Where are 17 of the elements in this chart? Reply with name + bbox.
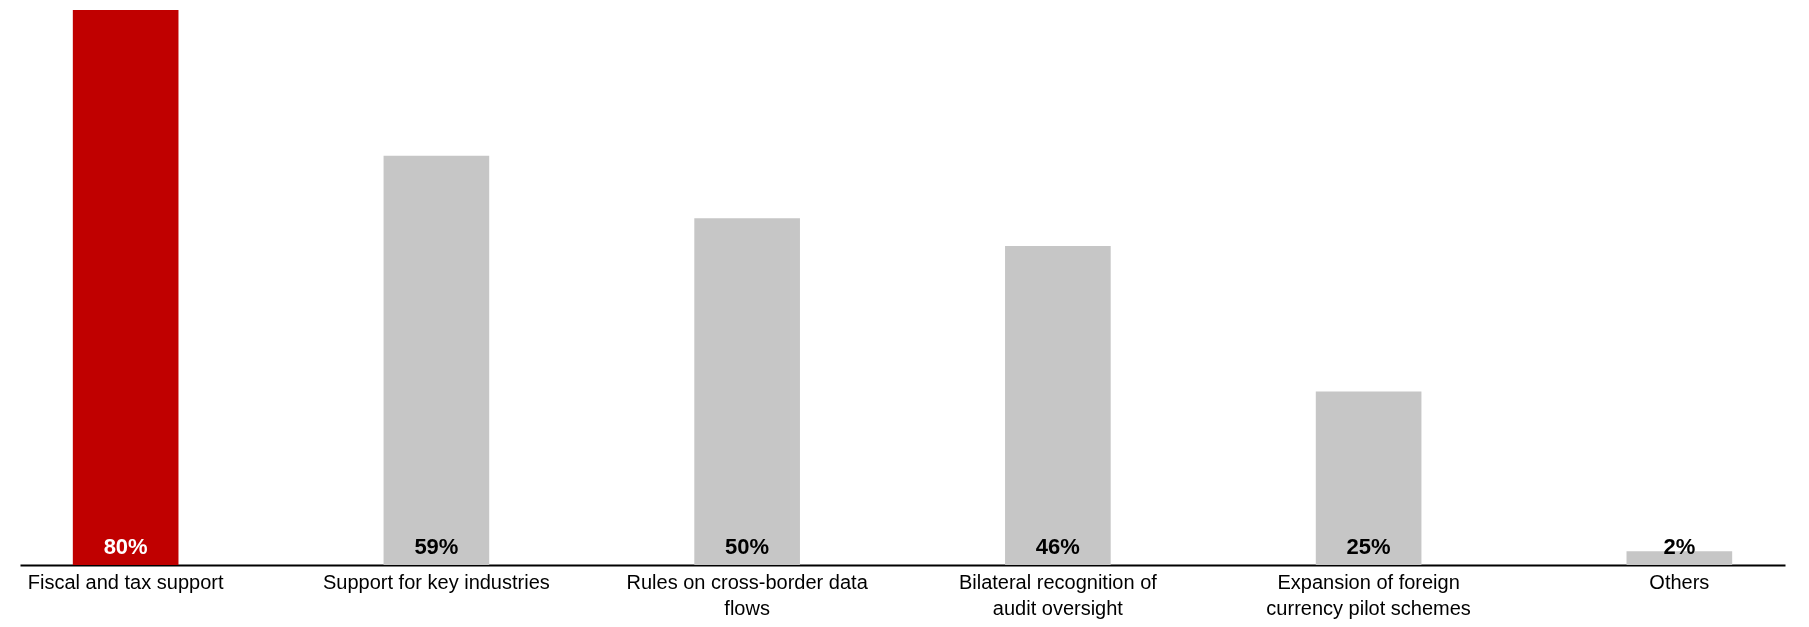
- x-tick-label: Support for key industries: [323, 571, 550, 593]
- x-tick-label: Bilateral recognition of audit oversight: [958, 571, 1158, 619]
- x-tick-label: Expansion of foreign currency pilot schemes: [1266, 571, 1471, 619]
- data-label: 25%: [1346, 534, 1391, 559]
- data-label: 59%: [414, 534, 459, 559]
- x-tick-label: Fiscal and tax support: [27, 571, 224, 593]
- x-tick-label: Others: [1649, 571, 1710, 593]
- data-label: 80%: [103, 534, 148, 559]
- x-tick-label: Rules on cross-border data flows: [626, 571, 869, 619]
- data-label: 50%: [725, 534, 770, 559]
- bar: [72, 10, 179, 565]
- data-label: 2%: [1663, 534, 1696, 559]
- bar: [383, 155, 490, 565]
- bar: [694, 218, 800, 565]
- data-label: 46%: [1035, 534, 1080, 559]
- bar: [1315, 391, 1422, 565]
- bar: [1005, 245, 1111, 565]
